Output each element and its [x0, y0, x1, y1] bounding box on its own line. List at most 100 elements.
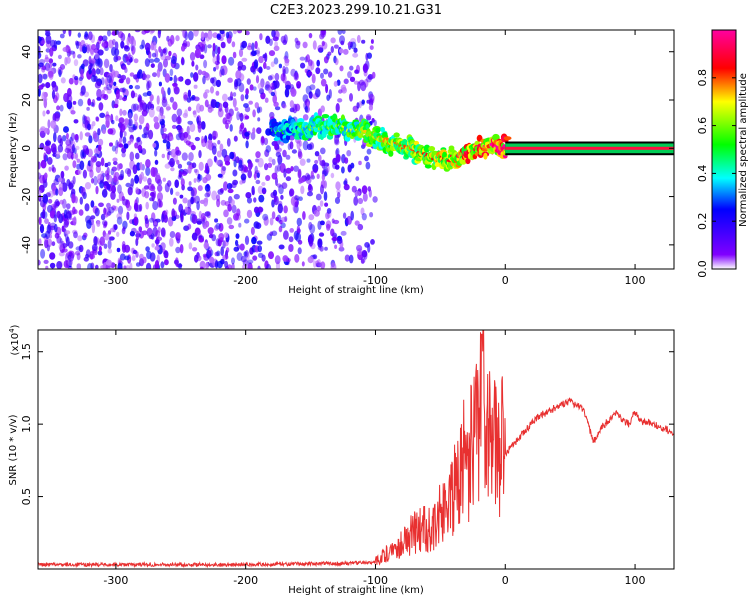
noise-cell [129, 262, 133, 269]
noise-cell [274, 255, 281, 265]
noise-cell [154, 260, 160, 269]
noise-cell [110, 190, 116, 200]
noise-cell [39, 224, 45, 234]
noise-cell [281, 103, 287, 109]
noise-cell [138, 226, 143, 233]
noise-cell [191, 214, 198, 225]
noise-cell [207, 139, 213, 144]
noise-cell [67, 254, 72, 260]
noise-cell [176, 232, 181, 239]
noise-cell [97, 173, 104, 181]
noise-cell [162, 177, 166, 182]
noise-cell [274, 139, 278, 150]
noise-cell [153, 116, 159, 123]
noise-cell [110, 127, 116, 136]
noise-cell [309, 224, 316, 234]
noise-cell [227, 96, 234, 101]
noise-cell [316, 173, 320, 179]
noise-cell [360, 258, 365, 264]
noise-cell [373, 119, 377, 127]
noise-cell [259, 88, 264, 95]
noise-cell [66, 138, 70, 146]
noise-cell [169, 68, 174, 77]
noise-cell [235, 233, 240, 239]
noise-cell [366, 148, 372, 155]
noise-cell [86, 44, 90, 54]
noise-cell [137, 144, 143, 151]
noise-cell [362, 63, 369, 74]
noise-cell [170, 55, 177, 65]
noise-cell [92, 130, 98, 139]
noise-cell [218, 222, 224, 232]
noise-cell [134, 174, 140, 184]
noise-cell [152, 200, 159, 211]
noise-cell [80, 85, 86, 96]
noise-cell [236, 208, 241, 217]
noise-cell [327, 71, 333, 78]
noise-cell [193, 30, 199, 37]
noise-cell [173, 259, 179, 265]
noise-cell [245, 140, 249, 149]
noise-cell [70, 132, 76, 141]
noise-cell [117, 205, 124, 215]
noise-cell [100, 213, 106, 221]
noise-cell [260, 78, 265, 88]
noise-cell [145, 122, 150, 131]
noise-cell [191, 232, 198, 241]
noise-cell [216, 198, 221, 208]
noise-cell [256, 127, 262, 134]
noise-cell [274, 72, 280, 81]
noise-cell [204, 162, 209, 173]
noise-cell [106, 84, 113, 91]
noise-cell [356, 102, 360, 109]
noise-cell [51, 90, 56, 100]
noise-cell [82, 169, 87, 179]
noise-cell [175, 150, 182, 156]
noise-cell [174, 179, 179, 188]
y-tick-label: 0.5 [20, 488, 33, 506]
noise-cell [107, 75, 112, 84]
noise-cell [349, 65, 354, 71]
ridge-cell [423, 144, 431, 153]
heatmap-cells [38, 30, 674, 269]
noise-cell [101, 39, 108, 49]
noise-cell [330, 262, 337, 269]
noise-cell [122, 226, 126, 232]
noise-cell [309, 84, 316, 91]
noise-cell [176, 159, 180, 165]
noise-cell [318, 154, 322, 162]
noise-cell [136, 104, 143, 112]
noise-cell [231, 257, 235, 265]
noise-cell [268, 251, 274, 260]
noise-cell [118, 78, 124, 84]
noise-cell [282, 149, 287, 158]
noise-cell [77, 235, 83, 242]
noise-cell [107, 72, 113, 79]
noise-cell [233, 135, 238, 142]
noise-cell [152, 72, 157, 78]
noise-cell [86, 219, 92, 229]
noise-cell [204, 211, 211, 217]
noise-cell [277, 203, 283, 214]
noise-cell [316, 205, 321, 212]
noise-cell [256, 240, 263, 245]
noise-cell [315, 88, 321, 98]
noise-cell [103, 58, 110, 69]
noise-cell [47, 119, 51, 129]
noise-cell [169, 136, 174, 141]
spectrogram-y-ticks: -40 -20 0 20 40 [20, 45, 674, 254]
noise-cell [264, 52, 268, 63]
noise-cell [200, 31, 205, 41]
noise-cell [58, 69, 62, 78]
noise-cell [127, 108, 133, 119]
noise-cell [141, 133, 147, 139]
noise-cell [257, 82, 264, 90]
noise-cell [325, 212, 330, 220]
noise-cell [370, 239, 375, 245]
noise-cell [193, 84, 198, 89]
ridge-cell [388, 150, 394, 157]
noise-cell [299, 158, 306, 166]
noise-cell [65, 211, 72, 219]
noise-cell [108, 236, 115, 241]
